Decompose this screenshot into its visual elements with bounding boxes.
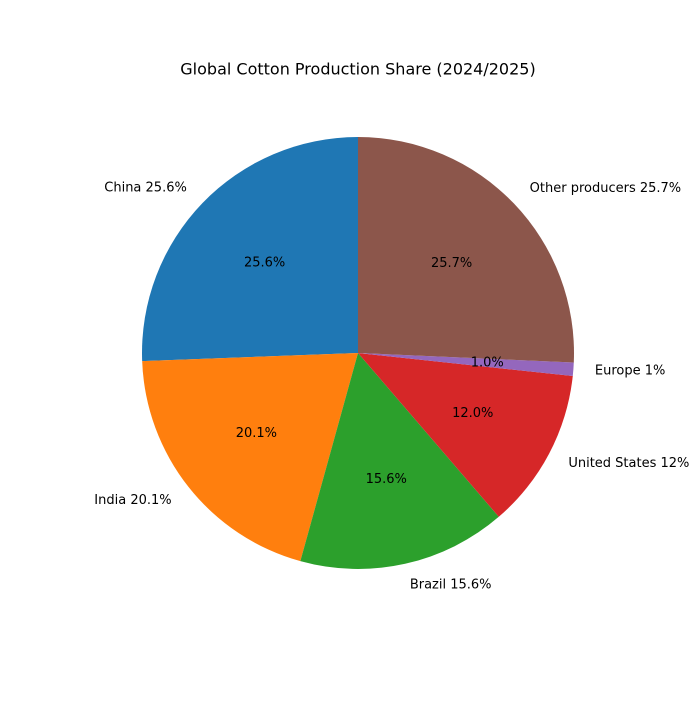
value-label: 25.6% (244, 256, 285, 271)
pie-slice (141, 137, 358, 362)
pie-slice (142, 353, 358, 562)
value-label: 15.6% (366, 472, 407, 487)
pie-slice (300, 353, 499, 569)
slice-label: Other producers 25.7% (530, 181, 682, 196)
value-label: 12.0% (452, 406, 493, 421)
value-label: 20.1% (236, 426, 277, 441)
slice-label: Europe 1% (595, 363, 665, 378)
slice-label: China 25.6% (104, 181, 187, 196)
slice-label: Brazil 15.6% (410, 577, 492, 592)
chart-title: Global Cotton Production Share (2024/202… (180, 60, 535, 79)
value-label: 1.0% (471, 355, 504, 370)
pie-slice (358, 137, 574, 363)
value-label: 25.7% (431, 256, 472, 271)
slice-label: United States 12% (568, 456, 689, 471)
slice-label: India 20.1% (94, 493, 171, 508)
pie-slice (358, 353, 573, 517)
pie-slice (358, 353, 574, 377)
